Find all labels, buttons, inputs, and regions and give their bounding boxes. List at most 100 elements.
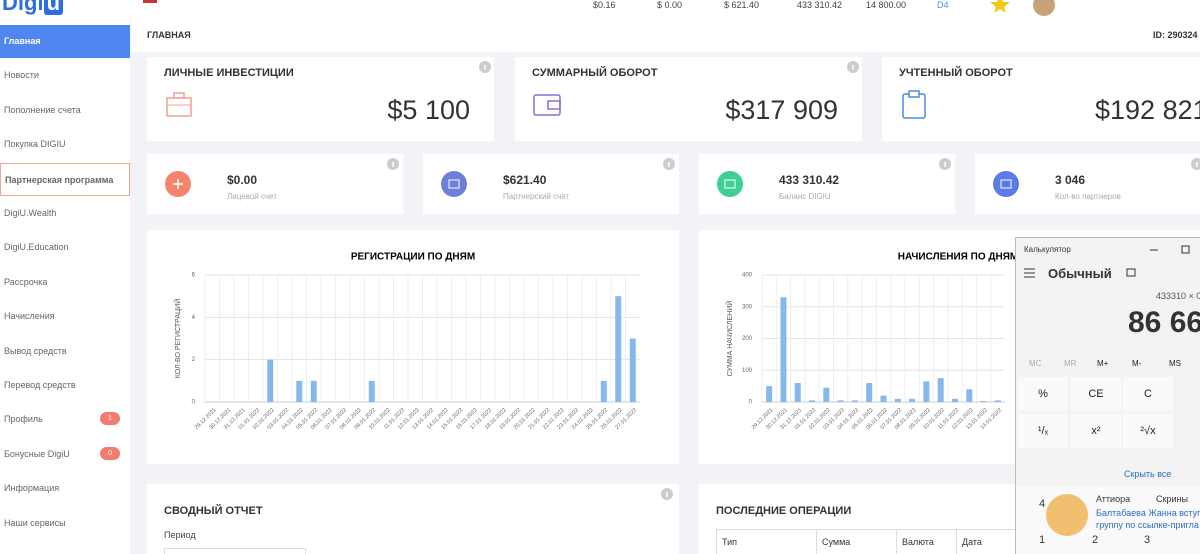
calculator-window: Калькулятор Обычный 433310 × 0 86 66 % CE… — [1015, 237, 1200, 554]
sidebar-badge: 1 — [100, 412, 120, 426]
info-icon[interactable] — [661, 488, 673, 500]
calc-expression: 433310 × 0 — [1156, 291, 1200, 301]
balance-label: Кол-во партнеров — [1055, 192, 1121, 201]
calc-key[interactable]: 2 — [1092, 534, 1099, 546]
top-stat: 433 310.42 — [797, 0, 843, 10]
period-input[interactable] — [164, 548, 306, 554]
bar — [994, 400, 1001, 402]
bar — [980, 401, 987, 402]
calc-result: 86 66 — [1128, 306, 1200, 339]
table-header: Валюта — [897, 530, 957, 554]
info-icon[interactable] — [847, 61, 859, 73]
calc-key[interactable]: ¹/ₓ — [1018, 414, 1068, 448]
info-icon[interactable] — [663, 158, 675, 170]
memory-key[interactable]: MS — [1169, 359, 1181, 368]
operations-title: ПОСЛЕДНИЕ ОПЕРАЦИИ — [716, 505, 852, 517]
balance-icon — [993, 171, 1019, 197]
bar — [866, 382, 873, 402]
y-tick-label: 0 — [192, 400, 196, 406]
y-tick-label: 400 — [742, 273, 753, 279]
calc-key[interactable]: % — [1018, 377, 1068, 411]
summary-title: СВОДНЫЙ ОТЧЕТ — [164, 505, 263, 517]
chart-title: НАЧИСЛЕНИЯ ПО ДНЯМ — [898, 252, 1019, 263]
sidebar-label: Перевод средств — [4, 380, 76, 390]
sidebar-item[interactable]: Перевод средств — [0, 369, 130, 402]
sidebar-label: Пополнение счета — [4, 104, 81, 115]
calc-key[interactable]: ²√x — [1123, 414, 1173, 448]
sidebar-item[interactable]: Профиль 1 — [0, 403, 130, 436]
calc-key[interactable]: C — [1123, 377, 1173, 411]
sidebar-item[interactable]: Начисления — [0, 300, 130, 333]
user-id: ID: 290324 — [1153, 30, 1198, 40]
sidebar-item[interactable]: Главная — [0, 25, 130, 58]
sidebar-item[interactable]: Покупка DIGIU — [0, 128, 130, 161]
bar — [600, 380, 607, 402]
info-icon[interactable] — [387, 158, 399, 170]
chart-title: РЕГИСТРАЦИИ ПО ДНЯМ — [351, 252, 475, 263]
table-header: Тип — [717, 530, 817, 554]
sidebar-item[interactable]: Пополнение счета — [0, 94, 130, 127]
y-tick-label: 0 — [749, 400, 753, 406]
bar — [909, 398, 916, 402]
balance-label: Баланс DIGIU — [779, 192, 831, 201]
menu-icon[interactable] — [1024, 268, 1036, 278]
star-icon[interactable] — [990, 0, 1010, 12]
sidebar-label: Вывод средств — [4, 345, 67, 356]
bar — [809, 400, 816, 402]
info-icon[interactable] — [479, 61, 491, 73]
notification-text: Балтабаева Жанна вступи — [1096, 508, 1200, 518]
window-controls[interactable] — [1146, 244, 1200, 256]
table-header: Сумма — [817, 530, 897, 554]
stat-value: $5 100 — [387, 95, 470, 125]
calc-key[interactable]: x² — [1071, 414, 1121, 448]
bar — [837, 400, 844, 402]
sidebar-item[interactable]: Партнерская программа — [0, 162, 130, 196]
avatar[interactable] — [1033, 0, 1055, 16]
memory-key[interactable]: MR — [1064, 359, 1077, 368]
stat-card: ЛИЧНЫЕ ИНВЕСТИЦИИ $5 100 — [147, 57, 494, 141]
balance-label: Лицевой счет — [227, 192, 277, 201]
balance-value: $621.40 — [503, 173, 547, 187]
balance-value: 433 310.42 — [779, 173, 840, 187]
hide-all-link[interactable]: Скрыть все — [1124, 469, 1172, 479]
balance-icon — [717, 171, 743, 197]
notification[interactable]: Аттиора Скрины Балтабаева Жанна вступи г… — [1016, 486, 1200, 554]
sidebar-label: Наши сервисы — [4, 517, 66, 528]
calc-key[interactable]: 4 — [1039, 498, 1046, 510]
sidebar-item[interactable]: Информация — [0, 472, 130, 505]
keep-on-top-icon[interactable] — [1126, 268, 1138, 278]
summary-panel: СВОДНЫЙ ОТЧЕТ Период — [147, 484, 679, 554]
memory-key[interactable]: MC — [1029, 359, 1042, 368]
logo-box: u — [43, 0, 64, 15]
calc-key[interactable]: 1 — [1039, 534, 1046, 546]
sidebar-label: Партнерская программа — [5, 174, 114, 185]
info-icon[interactable] — [939, 158, 951, 170]
sidebar-item[interactable]: DigiU.Wealth — [0, 197, 130, 230]
balance-card: $621.40 Партнерский счет — [423, 154, 679, 214]
sidebar-label: Главная — [4, 36, 41, 46]
memory-key[interactable]: M- — [1132, 359, 1142, 368]
sidebar-item[interactable]: Рассрочка — [0, 266, 130, 299]
stat-value: $317 909 — [725, 95, 838, 125]
calc-mode: Обычный — [1048, 266, 1112, 281]
info-icon[interactable] — [1191, 158, 1200, 170]
calc-key[interactable]: 3 — [1144, 534, 1151, 546]
y-axis-label: КОЛ-ВО РЕГИСТРАЦИЙ — [173, 299, 182, 379]
top-stat: $ 621.40 — [724, 0, 760, 10]
sidebar-item[interactable]: Вывод средств — [0, 335, 130, 368]
stat-icon — [166, 92, 192, 117]
logo[interactable]: Digi u — [2, 0, 64, 16]
flag[interactable] — [143, 0, 157, 3]
bar — [629, 338, 636, 402]
memory-key[interactable]: M+ — [1097, 359, 1109, 368]
sidebar-item[interactable]: DigiU.Education — [0, 231, 130, 264]
sidebar-item[interactable]: Наши сервисы — [0, 507, 130, 540]
sidebar-item[interactable]: Новости — [0, 59, 130, 92]
sidebar-item[interactable]: Бонусные DigiU 0 — [0, 438, 130, 471]
y-tick-label: 4 — [192, 315, 196, 321]
sidebar-label: Бонусные DigiU — [4, 448, 70, 459]
calc-key[interactable]: CE — [1071, 377, 1121, 411]
bar — [780, 297, 787, 402]
